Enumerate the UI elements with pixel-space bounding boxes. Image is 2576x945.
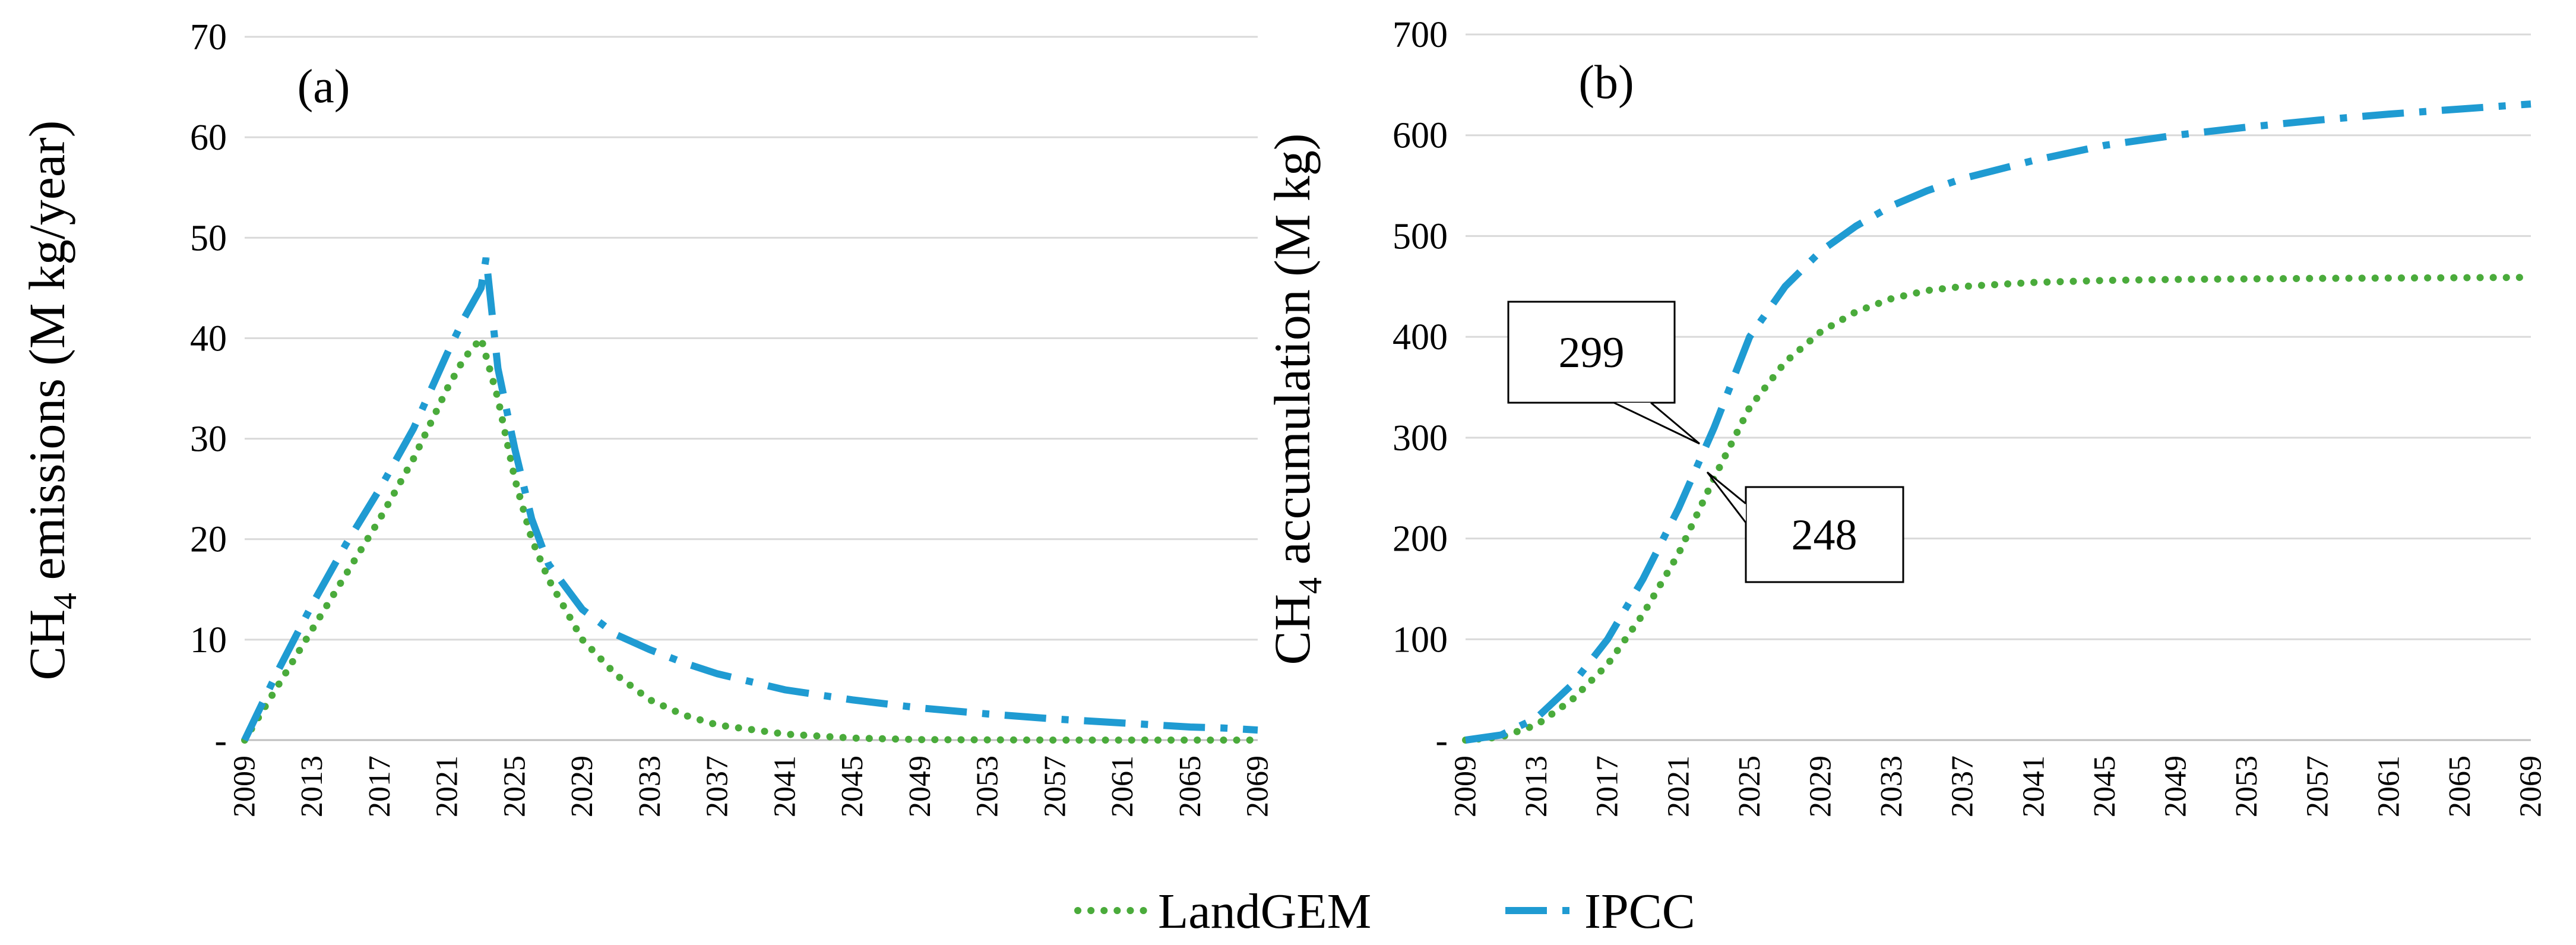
y-tick-label-a: -	[214, 720, 227, 761]
legend: LandGEM IPCC	[1074, 884, 1695, 939]
x-tick-label-a: 2041	[768, 756, 802, 817]
y-tick-label-b: 600	[1393, 116, 1448, 156]
x-tick-label-b: 2025	[1733, 756, 1767, 817]
y-tick-label-b: 100	[1393, 620, 1448, 660]
x-tick-label-b: 2057	[2301, 756, 2335, 817]
x-tick-label-a: 2053	[971, 756, 1005, 817]
callout-label-299: 299	[1559, 328, 1625, 377]
x-tick-label-b: 2033	[1875, 756, 1909, 817]
y-tick-label-b: 400	[1393, 317, 1448, 358]
x-tick-label-b: 2065	[2443, 756, 2477, 817]
y-tick-label-a: 60	[190, 118, 227, 158]
series-line-landgem-a	[241, 330, 1261, 744]
y-tick-label-b: 500	[1393, 216, 1448, 257]
y-tick-label-a: 50	[190, 218, 227, 258]
x-tick-label-b: 2037	[1946, 756, 1980, 817]
y-tick-label-b: -	[1435, 720, 1448, 761]
chart-panel-a: - 10 20 30 40 50 60 70 2009 2013 2017 2021 2025 2029 2…	[18, 17, 1275, 817]
x-tick-label-a: 2045	[836, 756, 869, 817]
x-tick-label-b: 2013	[1520, 756, 1553, 817]
y-tick-label-b: 200	[1393, 519, 1448, 560]
callout-label-248: 248	[1792, 511, 1857, 560]
x-tick-label-a: 2057	[1038, 756, 1072, 817]
x-tick-label-b: 2029	[1804, 756, 1838, 817]
x-tick-label-a: 2049	[903, 756, 937, 817]
y-tick-label-b: 300	[1393, 418, 1448, 459]
y-axis-title-b: CH4 accumulation (M kg)	[1264, 134, 1329, 665]
series-line-ipcc-b	[1465, 100, 2531, 744]
x-tick-label-b: 2009	[1449, 756, 1483, 817]
x-tick-label-b: 2041	[2017, 756, 2050, 817]
y-tick-label-b: 700	[1393, 15, 1448, 55]
x-tick-label-a: 2065	[1173, 756, 1207, 817]
x-tick-label-b: 2045	[2088, 756, 2122, 817]
legend-landgem-label: LandGEM	[1158, 884, 1371, 939]
x-tick-label-a: 2061	[1106, 756, 1140, 817]
x-tick-label-a: 2029	[565, 756, 599, 817]
x-tick-label-b: 2017	[1591, 756, 1625, 817]
x-tick-label-a: 2013	[295, 756, 329, 817]
y-tick-label-a: 20	[190, 520, 227, 560]
x-tick-label-b: 2021	[1662, 756, 1695, 817]
x-tick-label-b: 2069	[2514, 756, 2548, 817]
x-tick-label-a: 2069	[1241, 756, 1275, 817]
x-tick-label-b: 2061	[2372, 756, 2406, 817]
callout-pointer-299	[1613, 402, 1700, 445]
x-tick-label-a: 2021	[431, 756, 464, 817]
callout-box-299	[1507, 301, 1676, 404]
callout-box-248	[1745, 486, 1904, 583]
x-tick-label-b: 2049	[2159, 756, 2193, 817]
panel-label-a: (a)	[298, 61, 350, 113]
chart-panel-b: - 100 200 300 400 500 600 700 2009 2013 2017 2021 20…	[1264, 15, 2548, 817]
y-tick-label-a: 70	[190, 17, 227, 58]
legend-ipcc-label: IPCC	[1584, 884, 1695, 939]
series-line-ipcc-a	[241, 257, 1258, 742]
callout-pointer-248	[1706, 471, 1747, 523]
x-tick-label-b: 2053	[2230, 756, 2264, 817]
y-tick-label-a: 30	[190, 419, 227, 460]
panel-label-b: (b)	[1578, 56, 1634, 109]
x-tick-label-a: 2037	[701, 756, 735, 817]
x-tick-label-a: 2017	[363, 756, 397, 817]
y-axis-title-a: CH4 emissions (M kg/year)	[18, 121, 84, 681]
x-tick-label-a: 2009	[228, 756, 262, 817]
x-tick-label-a: 2025	[498, 756, 531, 817]
y-tick-label-a: 10	[190, 620, 227, 660]
y-tick-label-a: 40	[190, 318, 227, 359]
x-tick-label-a: 2033	[633, 756, 667, 817]
